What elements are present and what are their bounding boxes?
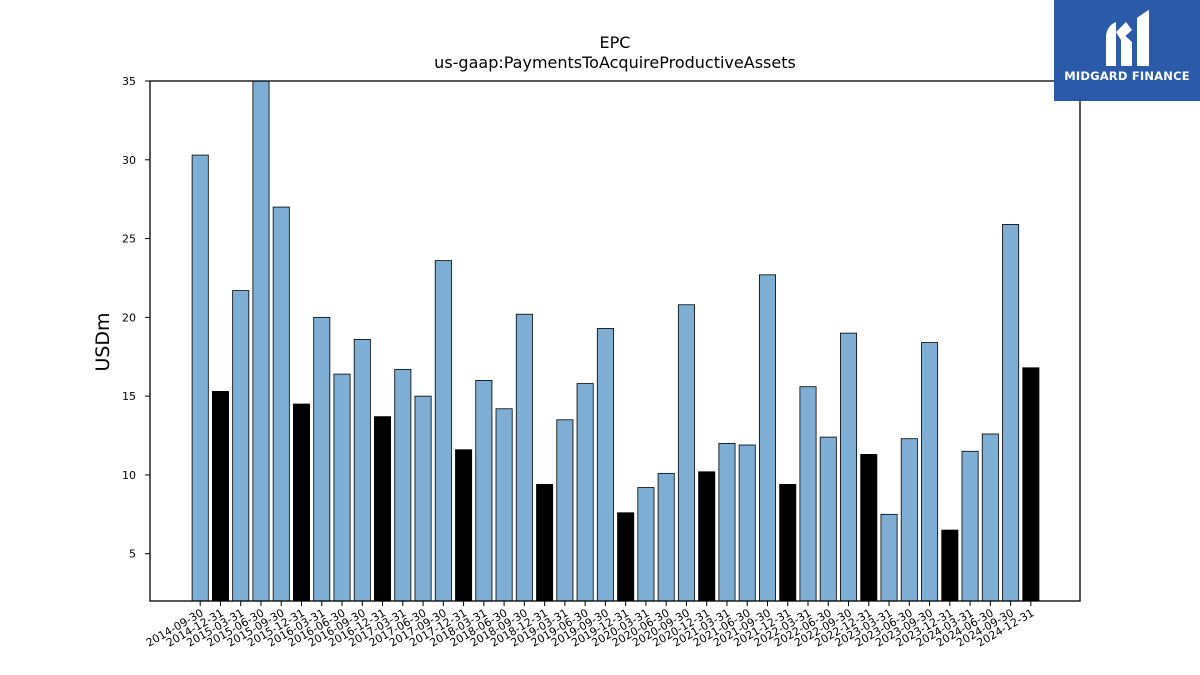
bar [536,483,554,602]
plot-frame [149,80,1081,602]
bar [414,395,432,602]
y-axis-label: USDm [92,312,114,371]
bar [738,444,756,602]
bar [232,290,250,602]
bar [211,391,229,602]
chart-subtitle: us-gaap:PaymentsToAcquireProductiveAsset… [434,53,796,72]
bar [799,386,817,602]
bar [657,472,675,602]
bar [921,342,939,602]
bar [252,80,270,602]
y-tick-label: 10 [122,469,136,482]
bar [596,327,614,602]
bar [394,368,412,602]
bar [880,513,898,602]
bar [313,316,331,602]
bar [576,383,594,602]
bar [475,379,493,602]
bar [840,332,858,602]
bar [617,512,635,602]
bar [191,154,209,602]
bar [860,454,878,602]
bar [1022,367,1040,602]
y-axis: 5 10 15 20 25 30 35 [122,75,150,561]
midgard-finance-logo: MIDGARD FINANCE [1054,0,1200,101]
y-tick-label: 25 [122,233,136,246]
logo-mark-icon [1106,10,1149,66]
bar [556,419,574,602]
y-tick-label: 20 [122,311,136,324]
bar [677,304,695,602]
bars-group [191,80,1040,602]
bar [1002,223,1020,602]
y-tick-label: 5 [129,548,136,561]
bar [758,274,776,602]
bar [515,313,533,602]
bar [941,529,959,602]
y-tick-label: 35 [122,75,136,88]
bar [698,471,716,602]
bar [779,483,797,602]
bar [495,408,513,602]
bar [718,443,736,602]
bar [374,416,392,602]
bar [292,403,310,602]
y-tick-label: 15 [122,390,136,403]
y-tick-label: 30 [122,154,136,167]
bar [434,260,452,602]
bar [961,450,979,602]
bar [353,339,371,602]
bar [637,487,655,602]
logo-text: MIDGARD FINANCE [1064,69,1190,83]
bar [333,373,351,602]
bar [900,438,918,602]
x-axis: 2014-09-302014-12-312015-03-312015-06-30… [144,601,1036,650]
bar [272,206,290,602]
bar [981,433,999,602]
bar [455,449,473,602]
bar [819,436,837,602]
chart-title: EPC [600,33,631,52]
